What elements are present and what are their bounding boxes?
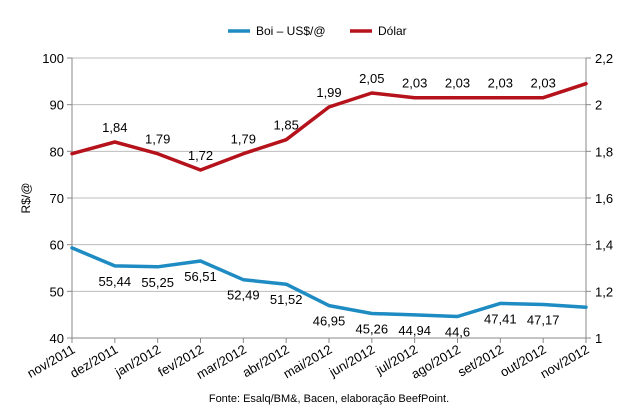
dolar-data-label: 2,05 (359, 71, 384, 86)
y-tick-label: 70 (50, 191, 64, 206)
boi-series-line (70, 246, 588, 319)
boi-data-label: 47,41 (484, 311, 517, 326)
boi-data-label: 56,51 (184, 269, 217, 284)
y-tick-label: 50 (50, 284, 64, 299)
boi-data-label: 44,6 (445, 325, 470, 340)
axes (67, 57, 591, 343)
boi-data-label: 52,49 (227, 288, 260, 303)
gridlines (72, 57, 586, 339)
dolar-data-label: 1,99 (316, 85, 341, 100)
series-lines (70, 81, 588, 319)
y2-tick-label: 2 (595, 98, 602, 113)
dolar-data-label: 1,72 (188, 148, 213, 163)
x-tick-label: dez/2011 (67, 342, 120, 381)
legend-label: Boi – US$/@ (256, 24, 326, 38)
y-axis-title: R$/@ (19, 183, 33, 214)
source-note: Fonte: Esalq/BM&, Bacen, elaboração Beef… (209, 393, 449, 405)
y2-tick-label: 1,8 (595, 144, 613, 159)
x-tick-label: mai/2012 (281, 342, 335, 382)
legend: Boi – US$/@ Dólar (228, 24, 407, 38)
y-tick-label: 80 (50, 144, 64, 159)
dolar-data-label: 2,03 (531, 76, 556, 91)
boi-data-label: 47,17 (527, 313, 560, 328)
left-axis-ticks: 40 50 60 70 80 90 100 (42, 51, 64, 346)
boi-data-label: 55,25 (141, 275, 174, 290)
dolar-data-label: 1,85 (274, 118, 299, 133)
dolar-data-label: 1,84 (102, 120, 127, 135)
dolar-series-line (70, 81, 588, 172)
right-axis-ticks: 1 1,2 1,4 1,6 1,8 2 2,2 (595, 51, 613, 346)
y2-tick-label: 1,6 (595, 191, 613, 206)
y2-tick-label: 1,4 (595, 238, 613, 253)
dolar-data-label: 1,79 (145, 132, 170, 147)
boi-data-label: 46,95 (313, 314, 346, 329)
dolar-data-label: 1,79 (231, 132, 256, 147)
x-tick-label: jan/2012 (112, 342, 164, 380)
data-labels: 55,44 55,25 56,51 52,49 51,52 46,95 45,26 44,94… (99, 71, 560, 340)
x-tick-label: jun/2012 (326, 342, 378, 380)
x-tick-label: nov/2012 (538, 342, 592, 382)
x-tick-label: nov/2011 (25, 342, 78, 381)
y2-tick-label: 1,2 (595, 284, 613, 299)
boi-data-label: 51,52 (270, 292, 303, 307)
x-tick-label: set/2012 (455, 342, 506, 380)
x-tick-label: ago/2012 (409, 342, 463, 382)
dolar-data-label: 2,03 (488, 76, 513, 91)
y-tick-label: 40 (50, 331, 64, 346)
x-tick-label: mar/2012 (194, 342, 249, 382)
dolar-data-label: 2,03 (402, 76, 427, 91)
boi-data-label: 44,94 (398, 323, 431, 338)
y-tick-label: 60 (50, 238, 64, 253)
boi-data-label: 45,26 (356, 321, 389, 336)
y-tick-label: 100 (42, 51, 64, 66)
legend-label: Dólar (378, 24, 407, 38)
y2-tick-label: 2,2 (595, 51, 613, 66)
boi-data-label: 55,44 (99, 274, 132, 289)
dolar-data-label: 2,03 (445, 76, 470, 91)
y-tick-label: 90 (50, 98, 64, 113)
x-axis-ticks: nov/2011dez/2011jan/2012fev/2012mar/2012… (25, 342, 592, 382)
y2-tick-label: 1 (595, 331, 602, 346)
